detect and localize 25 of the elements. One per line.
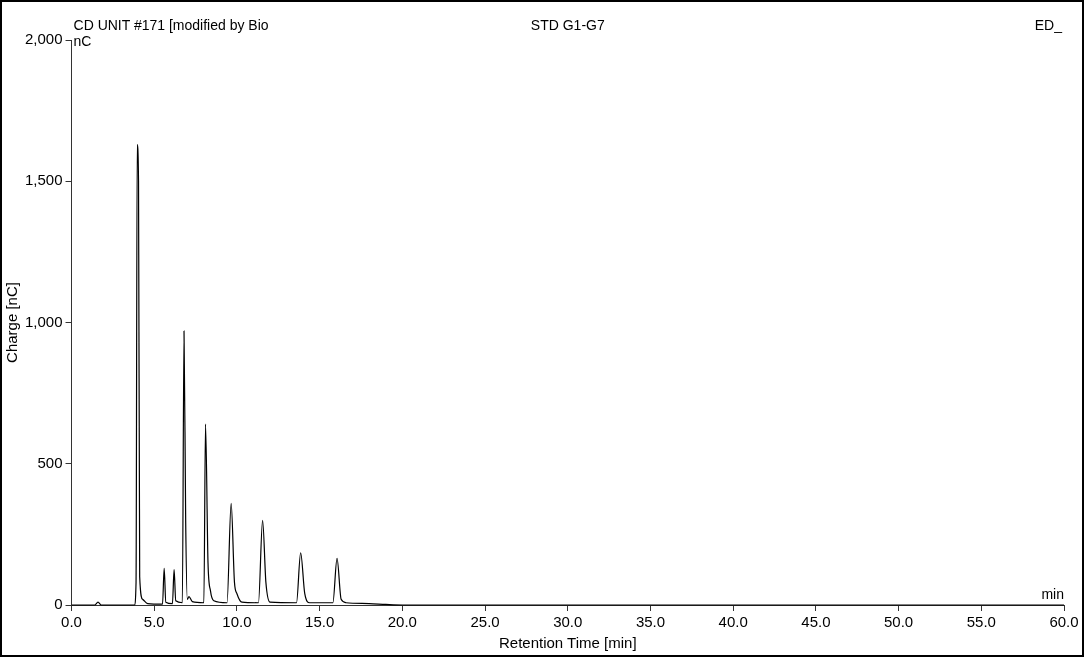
text: CD UNIT #171 [modified by Bio — [73, 16, 269, 33]
x-tick-label: 0.0 — [61, 613, 82, 631]
y-axis-title: Charge [nC] — [3, 282, 21, 363]
x-tick-label: 20.0 — [387, 613, 417, 631]
x-tick-label: 60.0 — [1049, 613, 1079, 631]
y-tick-label: 0 — [54, 595, 63, 613]
x-tick-label: 55.0 — [966, 613, 996, 631]
x-tick-label: 50.0 — [883, 613, 914, 631]
y-tick-label: 1,500 — [24, 171, 63, 189]
x-tick-label: 10.0 — [222, 613, 252, 631]
text: ED_ — [1034, 16, 1063, 33]
x-tick-label: 45.0 — [801, 613, 831, 631]
chart-title: STD G1-G7 — [530, 16, 605, 33]
y-tick-label: 1,000 — [24, 312, 63, 330]
annotation: min — [1041, 585, 1064, 602]
x-tick-label: 15.0 — [305, 613, 335, 631]
y-tick-label: 2,000 — [24, 30, 63, 48]
x-tick-label: 40.0 — [718, 613, 748, 631]
x-tick-label: 35.0 — [635, 613, 666, 631]
x-axis-title: Retention Time [min] — [498, 634, 637, 652]
annotation: nC — [73, 32, 92, 49]
x-tick-label: 30.0 — [553, 613, 583, 631]
y-tick-label: 500 — [37, 453, 63, 471]
x-tick-label: 5.0 — [143, 613, 165, 631]
x-tick-label: 25.0 — [470, 613, 500, 631]
